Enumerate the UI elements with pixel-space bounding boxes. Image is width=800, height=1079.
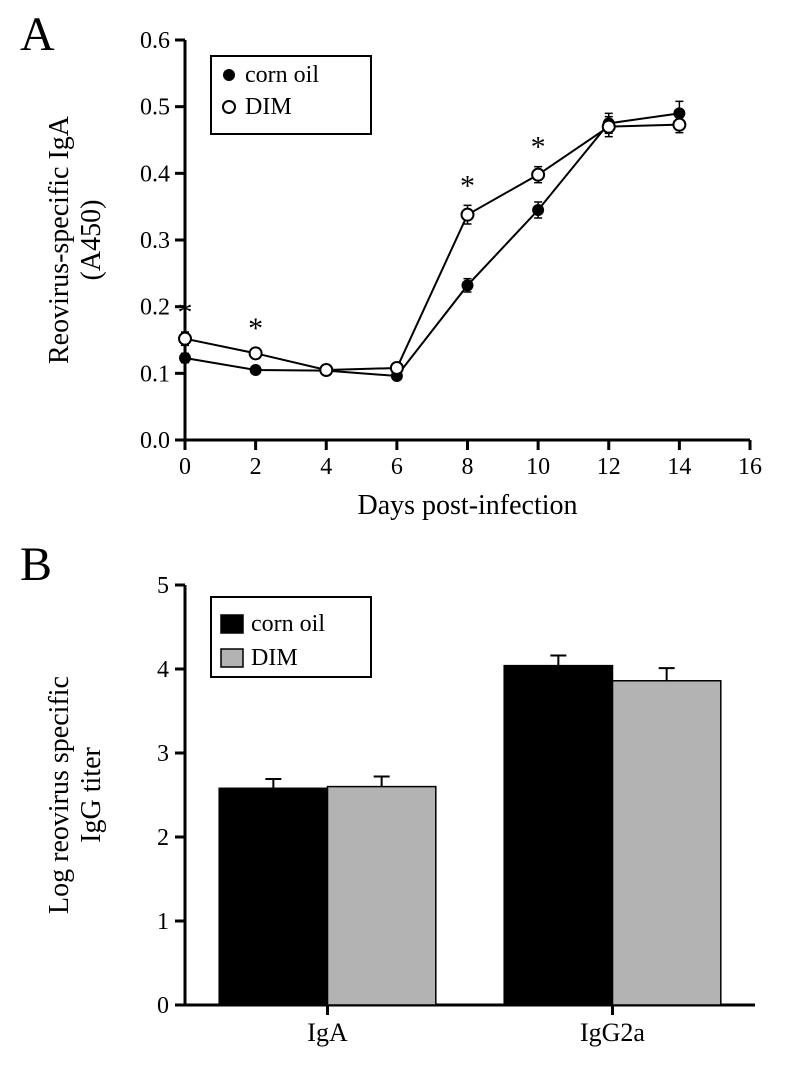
svg-text:0.4: 0.4: [140, 161, 170, 187]
svg-text:0.5: 0.5: [140, 95, 170, 121]
svg-text:0.3: 0.3: [140, 228, 170, 254]
svg-text:14: 14: [667, 454, 691, 480]
svg-text:*: *: [531, 131, 546, 164]
svg-text:DIM: DIM: [245, 94, 292, 120]
svg-text:Days post-infection: Days post-infection: [357, 490, 577, 521]
svg-text:0.1: 0.1: [140, 361, 170, 387]
svg-text:0: 0: [179, 454, 191, 480]
svg-text:*: *: [178, 296, 193, 329]
svg-text:3: 3: [157, 741, 169, 767]
svg-text:IgG titer: IgG titer: [76, 747, 107, 843]
svg-text:corn oil: corn oil: [251, 611, 325, 637]
svg-text:0.6: 0.6: [140, 28, 170, 54]
svg-text:corn oil: corn oil: [245, 62, 319, 88]
svg-text:IgA: IgA: [307, 1018, 348, 1047]
panel-b: B 0 1 2 3 4 5 Log reovirus specificIgG titer Ig…: [10, 530, 790, 1075]
svg-text:DIM: DIM: [251, 645, 298, 671]
panel-b-svg: B 0 1 2 3 4 5 Log reovirus specificIgG titer Ig…: [10, 530, 790, 1075]
svg-text:4: 4: [320, 454, 332, 480]
svg-text:1: 1: [157, 909, 169, 935]
svg-text:0.0: 0.0: [140, 428, 170, 454]
svg-text:0.2: 0.2: [140, 295, 170, 321]
svg-text:*: *: [460, 169, 475, 202]
panel-a: A 0.0 0.1 0.2 0.3 0.4 0.5 0.6 0 2 4 6 8 10 12 14 16 Reov…: [10, 0, 790, 540]
svg-text:2: 2: [250, 454, 262, 480]
panel-b-label: B: [20, 538, 52, 591]
svg-text:*: *: [248, 312, 263, 345]
panel-a-svg: A 0.0 0.1 0.2 0.3 0.4 0.5 0.6 0 2 4 6 8 10 12 14 16 Reov…: [10, 0, 790, 540]
svg-text:0: 0: [157, 993, 169, 1019]
svg-text:(A450): (A450): [76, 200, 107, 281]
panel-a-label: A: [20, 8, 55, 61]
svg-text:16: 16: [738, 454, 762, 480]
svg-text:Log reovirus specific: Log reovirus specific: [44, 676, 75, 914]
svg-text:5: 5: [157, 573, 169, 599]
svg-text:4: 4: [157, 657, 169, 683]
svg-text:8: 8: [462, 454, 474, 480]
svg-text:Reovirus-specific IgA: Reovirus-specific IgA: [44, 115, 75, 364]
svg-text:IgG2a: IgG2a: [580, 1018, 645, 1047]
svg-text:6: 6: [391, 454, 403, 480]
svg-text:10: 10: [526, 454, 550, 480]
svg-text:2: 2: [157, 825, 169, 851]
svg-text:12: 12: [597, 454, 621, 480]
